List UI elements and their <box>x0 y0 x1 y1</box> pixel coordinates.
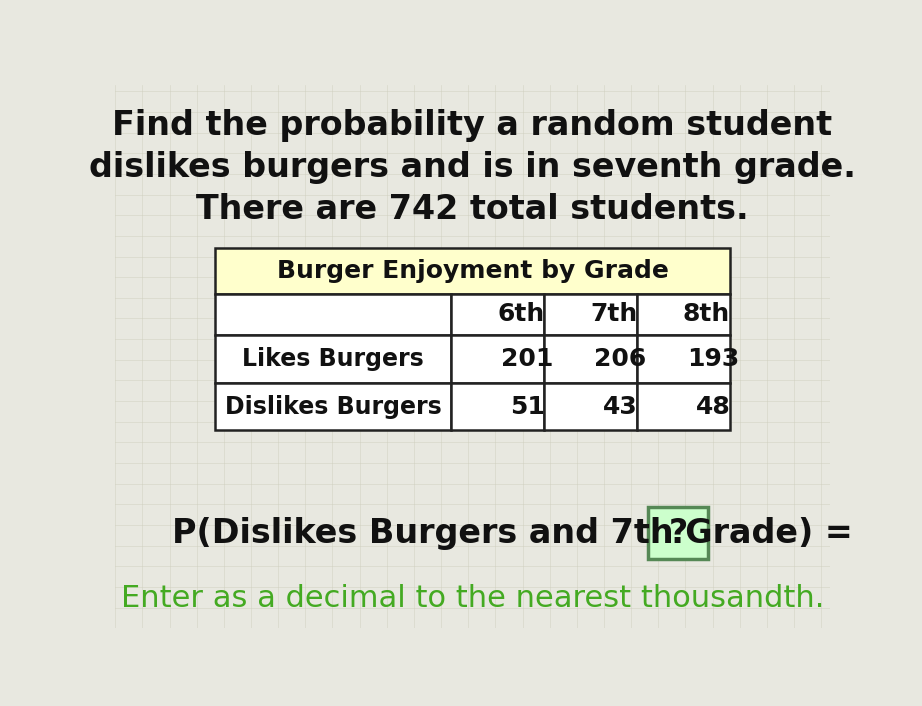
FancyBboxPatch shape <box>215 294 451 335</box>
FancyBboxPatch shape <box>544 335 637 383</box>
Text: 7th: 7th <box>590 302 637 326</box>
Text: 201: 201 <box>501 347 553 371</box>
Text: 43: 43 <box>603 395 637 419</box>
FancyBboxPatch shape <box>544 294 637 335</box>
Text: 193: 193 <box>687 347 739 371</box>
Text: ?: ? <box>668 517 688 550</box>
Text: 6th: 6th <box>497 302 544 326</box>
Text: 48: 48 <box>696 395 730 419</box>
Text: Dislikes Burgers: Dislikes Burgers <box>225 395 442 419</box>
FancyBboxPatch shape <box>451 294 544 335</box>
Text: 8th: 8th <box>683 302 730 326</box>
Text: P(Dislikes Burgers and 7th Grade) =: P(Dislikes Burgers and 7th Grade) = <box>172 517 853 550</box>
Text: Likes Burgers: Likes Burgers <box>242 347 424 371</box>
FancyBboxPatch shape <box>451 383 544 431</box>
FancyBboxPatch shape <box>451 335 544 383</box>
Text: Enter as a decimal to the nearest thousandth.: Enter as a decimal to the nearest thousa… <box>121 584 824 613</box>
Text: Burger Enjoyment by Grade: Burger Enjoyment by Grade <box>277 259 668 283</box>
Text: 206: 206 <box>594 347 646 371</box>
FancyBboxPatch shape <box>215 335 451 383</box>
Text: Find the probability a random student: Find the probability a random student <box>112 109 833 142</box>
FancyBboxPatch shape <box>637 294 729 335</box>
Text: dislikes burgers and is in seventh grade.: dislikes burgers and is in seventh grade… <box>89 151 856 184</box>
Text: 51: 51 <box>510 395 545 419</box>
FancyBboxPatch shape <box>637 335 729 383</box>
FancyBboxPatch shape <box>215 248 729 294</box>
Text: There are 742 total students.: There are 742 total students. <box>196 193 749 227</box>
FancyBboxPatch shape <box>544 383 637 431</box>
FancyBboxPatch shape <box>637 383 729 431</box>
FancyBboxPatch shape <box>647 507 708 559</box>
FancyBboxPatch shape <box>215 383 451 431</box>
